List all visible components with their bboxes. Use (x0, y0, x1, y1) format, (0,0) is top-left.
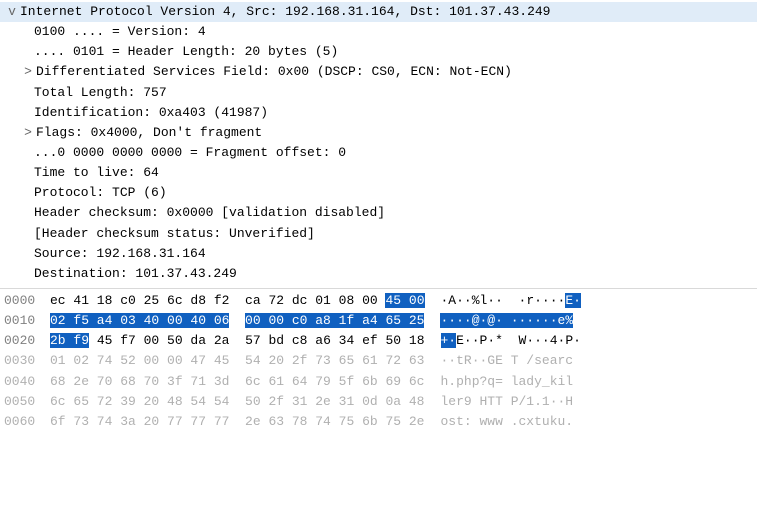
packet-field-row[interactable]: >Flags: 0x4000, Don't fragment (0, 123, 757, 143)
packet-field-text: [Header checksum status: Unverified] (34, 226, 315, 241)
hex-bytes[interactable]: 6f 73 74 3a 20 77 77 77 2e 63 78 74 75 6… (50, 412, 424, 432)
hex-row[interactable]: 00606f 73 74 3a 20 77 77 77 2e 63 78 74 … (0, 412, 757, 432)
hex-ascii[interactable]: +·E··P·* W···4·P· (425, 331, 581, 351)
packet-details-pane[interactable]: vInternet Protocol Version 4, Src: 192.1… (0, 0, 757, 288)
hex-bytes[interactable]: ec 41 18 c0 25 6c d8 f2 ca 72 dc 01 08 0… (50, 291, 425, 311)
hex-dump-pane[interactable]: 0000ec 41 18 c0 25 6c d8 f2 ca 72 dc 01 … (0, 288, 757, 434)
expand-icon[interactable]: > (22, 123, 34, 143)
hex-bytes[interactable]: 02 f5 a4 03 40 00 40 06 00 00 c0 a8 1f a… (50, 311, 424, 331)
expand-icon[interactable]: > (22, 62, 34, 82)
hex-offset: 0020 (4, 331, 50, 351)
hex-bytes[interactable]: 01 02 74 52 00 00 47 45 54 20 2f 73 65 6… (50, 351, 424, 371)
packet-field-text: Flags: 0x4000, Don't fragment (36, 125, 262, 140)
packet-field-row[interactable]: Time to live: 64 (0, 163, 757, 183)
packet-field-text: .... 0101 = Header Length: 20 bytes (5) (34, 44, 338, 59)
hex-ascii[interactable]: h.php?q= lady_kil (424, 372, 573, 392)
collapse-icon[interactable]: v (6, 2, 18, 22)
hex-bytes[interactable]: 6c 65 72 39 20 48 54 54 50 2f 31 2e 31 0… (50, 392, 424, 412)
packet-field-text: Identification: 0xa403 (41987) (34, 105, 268, 120)
packet-field-row[interactable]: [Header checksum status: Unverified] (0, 224, 757, 244)
packet-field-row[interactable]: .... 0101 = Header Length: 20 bytes (5) (0, 42, 757, 62)
hex-ascii[interactable]: ost: www .cxtuku. (424, 412, 573, 432)
packet-field-row[interactable]: ...0 0000 0000 0000 = Fragment offset: 0 (0, 143, 757, 163)
hex-row[interactable]: 004068 2e 70 68 70 3f 71 3d 6c 61 64 79 … (0, 372, 757, 392)
packet-field-text: Time to live: 64 (34, 165, 159, 180)
hex-row[interactable]: 00506c 65 72 39 20 48 54 54 50 2f 31 2e … (0, 392, 757, 412)
packet-field-text: ...0 0000 0000 0000 = Fragment offset: 0 (34, 145, 346, 160)
hex-offset: 0010 (4, 311, 50, 331)
packet-field-row[interactable]: Header checksum: 0x0000 [validation disa… (0, 203, 757, 223)
packet-field-text: 0100 .... = Version: 4 (34, 24, 206, 39)
hex-offset: 0030 (4, 351, 50, 371)
hex-offset: 0050 (4, 392, 50, 412)
packet-field-row[interactable]: Source: 192.168.31.164 (0, 244, 757, 264)
packet-field-row[interactable]: Total Length: 757 (0, 83, 757, 103)
packet-field-text: Source: 192.168.31.164 (34, 246, 206, 261)
hex-ascii[interactable]: ····@·@· ······e% (424, 311, 573, 331)
hex-ascii[interactable]: ler9 HTT P/1.1··H (424, 392, 573, 412)
hex-offset: 0040 (4, 372, 50, 392)
packet-field-text: Differentiated Services Field: 0x00 (DSC… (36, 64, 512, 79)
hex-row[interactable]: 0000ec 41 18 c0 25 6c d8 f2 ca 72 dc 01 … (0, 291, 757, 311)
packet-field-text: Total Length: 757 (34, 85, 167, 100)
ipv4-header-row[interactable]: vInternet Protocol Version 4, Src: 192.1… (0, 2, 757, 22)
hex-ascii[interactable]: ··tR··GE T /searc (424, 351, 573, 371)
packet-field-row[interactable]: Protocol: TCP (6) (0, 183, 757, 203)
hex-offset: 0000 (4, 291, 50, 311)
hex-bytes[interactable]: 2b f9 45 f7 00 50 da 2a 57 bd c8 a6 34 e… (50, 331, 425, 351)
hex-offset: 0060 (4, 412, 50, 432)
packet-field-text: Header checksum: 0x0000 [validation disa… (34, 205, 385, 220)
hex-row[interactable]: 001002 f5 a4 03 40 00 40 06 00 00 c0 a8 … (0, 311, 757, 331)
packet-field-text: Destination: 101.37.43.249 (34, 266, 237, 281)
hex-row[interactable]: 00202b f9 45 f7 00 50 da 2a 57 bd c8 a6 … (0, 331, 757, 351)
packet-field-row[interactable]: Identification: 0xa403 (41987) (0, 103, 757, 123)
packet-field-text: Protocol: TCP (6) (34, 185, 167, 200)
packet-field-row[interactable]: 0100 .... = Version: 4 (0, 22, 757, 42)
hex-ascii[interactable]: ·A··%l·· ·r····E· (425, 291, 581, 311)
hex-row[interactable]: 003001 02 74 52 00 00 47 45 54 20 2f 73 … (0, 351, 757, 371)
hex-bytes[interactable]: 68 2e 70 68 70 3f 71 3d 6c 61 64 79 5f 6… (50, 372, 424, 392)
ipv4-header-text: Internet Protocol Version 4, Src: 192.16… (20, 4, 551, 19)
packet-field-row[interactable]: Destination: 101.37.43.249 (0, 264, 757, 284)
packet-field-row[interactable]: >Differentiated Services Field: 0x00 (DS… (0, 62, 757, 82)
